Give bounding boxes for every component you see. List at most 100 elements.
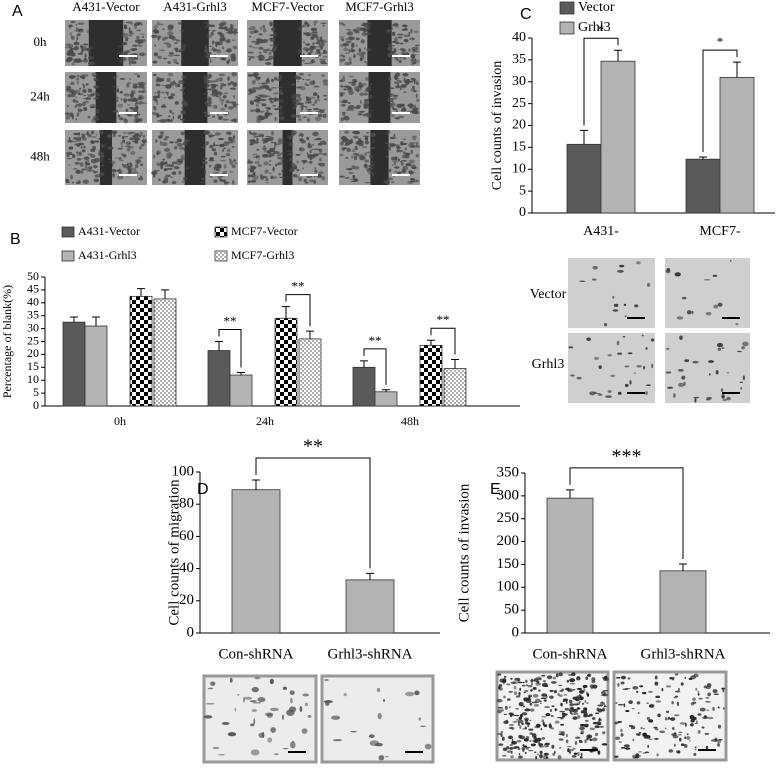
error-bar [699,156,707,160]
cell [272,150,280,155]
cell [130,22,134,25]
cell [233,159,236,162]
cell [360,83,367,86]
cell [369,110,374,112]
cell [127,113,134,117]
cell [253,136,259,138]
cell [602,693,608,697]
cell [369,94,373,99]
cell [126,83,130,88]
cell [300,25,305,28]
cell [160,91,165,94]
cell [405,51,409,56]
cell [204,26,208,29]
cell [562,698,565,703]
cell [674,690,681,693]
cell [248,27,251,31]
y-tick-label: 15 [512,140,526,155]
cell [717,302,723,307]
cell [622,688,629,691]
cell [232,45,238,50]
cell [67,49,74,54]
cell [265,177,269,182]
cell [535,682,542,686]
cell [258,155,260,159]
y-axis-title: Cell counts of invasion [456,483,472,622]
cell [83,84,86,89]
cell [127,104,131,106]
cell [352,130,358,134]
cell [209,176,214,178]
cell [157,55,163,59]
cell [594,725,600,729]
cell [706,397,713,399]
cell [318,109,323,111]
cell [393,48,396,53]
cell [164,136,170,139]
cell [355,37,360,41]
cell [157,120,161,122]
wound-gap [184,130,206,185]
cell [692,360,699,364]
cell [254,160,260,164]
cell [690,702,695,706]
cell [394,166,400,169]
cell [232,180,235,185]
cell [413,59,420,63]
cell [169,109,173,114]
cell [212,29,216,32]
cell [171,112,175,115]
cell [162,103,166,108]
cell [85,83,89,86]
cell [573,752,578,755]
cell [708,360,715,363]
cell [248,130,252,135]
cell [264,169,269,174]
cell [264,150,267,153]
cell [551,744,555,749]
cell [625,709,630,713]
cell [162,78,165,82]
cell [297,118,302,122]
cell [176,138,182,143]
cell [509,706,511,709]
cell [580,752,583,756]
cell [641,691,647,695]
cell [286,709,295,716]
cell [128,58,135,63]
cell [339,175,343,178]
cell [258,82,261,85]
cell [312,97,316,99]
cell [206,84,210,88]
cell [348,75,354,78]
cell [541,674,546,677]
cell [268,97,274,101]
cell [75,100,79,103]
cell [343,116,350,121]
cell [295,75,300,80]
cell [311,103,316,106]
cell [418,717,421,721]
cell [585,676,589,681]
cell [684,744,688,749]
cell [125,145,132,148]
cell [139,131,143,137]
cell [580,710,584,714]
cell [341,111,346,115]
cell [129,78,132,81]
cell [267,57,273,61]
cell [503,720,509,725]
cell [129,163,133,168]
cell [522,681,525,684]
cell [359,100,362,104]
cell [250,723,255,727]
cell [392,161,399,163]
cell [205,96,212,100]
cell [318,171,324,175]
cell [65,178,69,184]
micrograph [320,674,435,764]
error-bar [451,359,459,369]
cell [314,100,317,104]
cell [614,721,618,725]
cell [615,676,621,679]
